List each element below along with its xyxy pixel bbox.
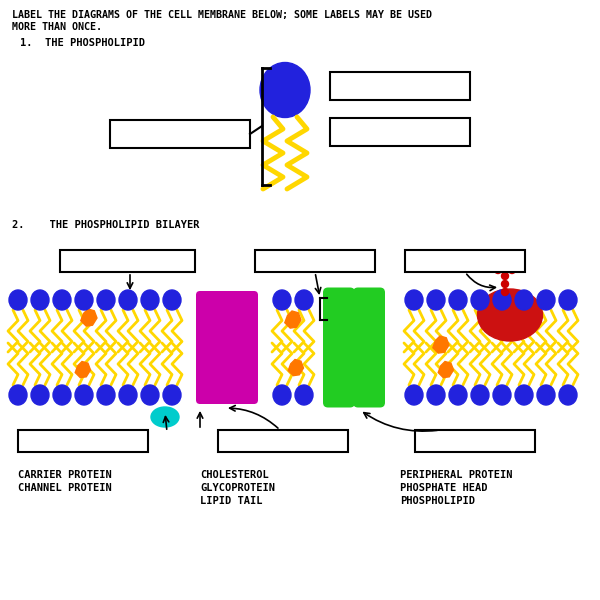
Text: 1.  THE PHOSPHOLIPID: 1. THE PHOSPHOLIPID	[20, 38, 145, 48]
Polygon shape	[75, 361, 91, 377]
Polygon shape	[433, 336, 449, 353]
Ellipse shape	[141, 385, 159, 405]
Ellipse shape	[163, 290, 181, 310]
Ellipse shape	[75, 290, 93, 310]
Ellipse shape	[537, 290, 555, 310]
Ellipse shape	[493, 290, 511, 310]
Bar	[405, 250, 525, 272]
Text: CHANNEL PROTEIN: CHANNEL PROTEIN	[18, 483, 112, 493]
Ellipse shape	[494, 253, 502, 259]
Text: PHOSPHOLIPID: PHOSPHOLIPID	[400, 496, 475, 506]
Text: LABEL THE DIAGRAMS OF THE CELL MEMBRANE BELOW; SOME LABELS MAY BE USED: LABEL THE DIAGRAMS OF THE CELL MEMBRANE …	[12, 10, 432, 20]
Ellipse shape	[427, 290, 445, 310]
Bar	[60, 250, 195, 272]
Ellipse shape	[471, 290, 489, 310]
FancyBboxPatch shape	[323, 287, 355, 407]
Ellipse shape	[9, 385, 27, 405]
Text: CHOLESTEROL: CHOLESTEROL	[200, 470, 269, 480]
Ellipse shape	[502, 280, 509, 287]
Ellipse shape	[515, 290, 533, 310]
Ellipse shape	[53, 290, 71, 310]
Bar	[330, 72, 470, 100]
FancyBboxPatch shape	[196, 291, 230, 404]
Ellipse shape	[449, 290, 467, 310]
Text: CARRIER PROTEIN: CARRIER PROTEIN	[18, 470, 112, 480]
Bar	[18, 430, 148, 452]
Ellipse shape	[260, 62, 310, 118]
Ellipse shape	[9, 290, 27, 310]
Ellipse shape	[502, 272, 509, 280]
Ellipse shape	[559, 290, 577, 310]
Ellipse shape	[502, 289, 509, 295]
Ellipse shape	[295, 290, 313, 310]
Ellipse shape	[503, 259, 511, 266]
FancyBboxPatch shape	[224, 291, 258, 404]
Ellipse shape	[75, 385, 93, 405]
Ellipse shape	[559, 385, 577, 405]
Ellipse shape	[53, 385, 71, 405]
Ellipse shape	[449, 385, 467, 405]
Ellipse shape	[97, 385, 115, 405]
Text: PHOSPHATE HEAD: PHOSPHATE HEAD	[400, 483, 487, 493]
Bar	[110, 120, 250, 148]
Ellipse shape	[273, 290, 291, 310]
Ellipse shape	[163, 385, 181, 405]
Ellipse shape	[97, 290, 115, 310]
Ellipse shape	[494, 266, 502, 274]
Ellipse shape	[141, 290, 159, 310]
Polygon shape	[288, 359, 304, 376]
Polygon shape	[285, 311, 301, 328]
Ellipse shape	[537, 385, 555, 405]
Text: LIPID TAIL: LIPID TAIL	[200, 496, 263, 506]
Text: 2.    THE PHOSPHOLIPID BILAYER: 2. THE PHOSPHOLIPID BILAYER	[12, 220, 199, 230]
Ellipse shape	[405, 385, 423, 405]
Ellipse shape	[493, 385, 511, 405]
Ellipse shape	[119, 290, 137, 310]
Polygon shape	[438, 361, 454, 377]
Bar	[218, 430, 348, 452]
Text: MORE THAN ONCE.: MORE THAN ONCE.	[12, 22, 102, 32]
Ellipse shape	[119, 385, 137, 405]
Ellipse shape	[295, 385, 313, 405]
Ellipse shape	[151, 407, 179, 427]
Ellipse shape	[511, 253, 517, 259]
Text: GLYCOPROTEIN: GLYCOPROTEIN	[200, 483, 275, 493]
Ellipse shape	[471, 385, 489, 405]
Bar	[255, 250, 375, 272]
Polygon shape	[81, 309, 97, 326]
Text: PERIPHERAL PROTEIN: PERIPHERAL PROTEIN	[400, 470, 512, 480]
Ellipse shape	[31, 385, 49, 405]
Ellipse shape	[515, 385, 533, 405]
Ellipse shape	[273, 385, 291, 405]
Bar	[415, 430, 535, 452]
FancyBboxPatch shape	[353, 287, 385, 407]
Ellipse shape	[405, 290, 423, 310]
Ellipse shape	[478, 289, 542, 341]
Ellipse shape	[427, 385, 445, 405]
Ellipse shape	[31, 290, 49, 310]
Ellipse shape	[509, 266, 515, 274]
Bar	[330, 118, 470, 146]
Ellipse shape	[490, 259, 497, 266]
